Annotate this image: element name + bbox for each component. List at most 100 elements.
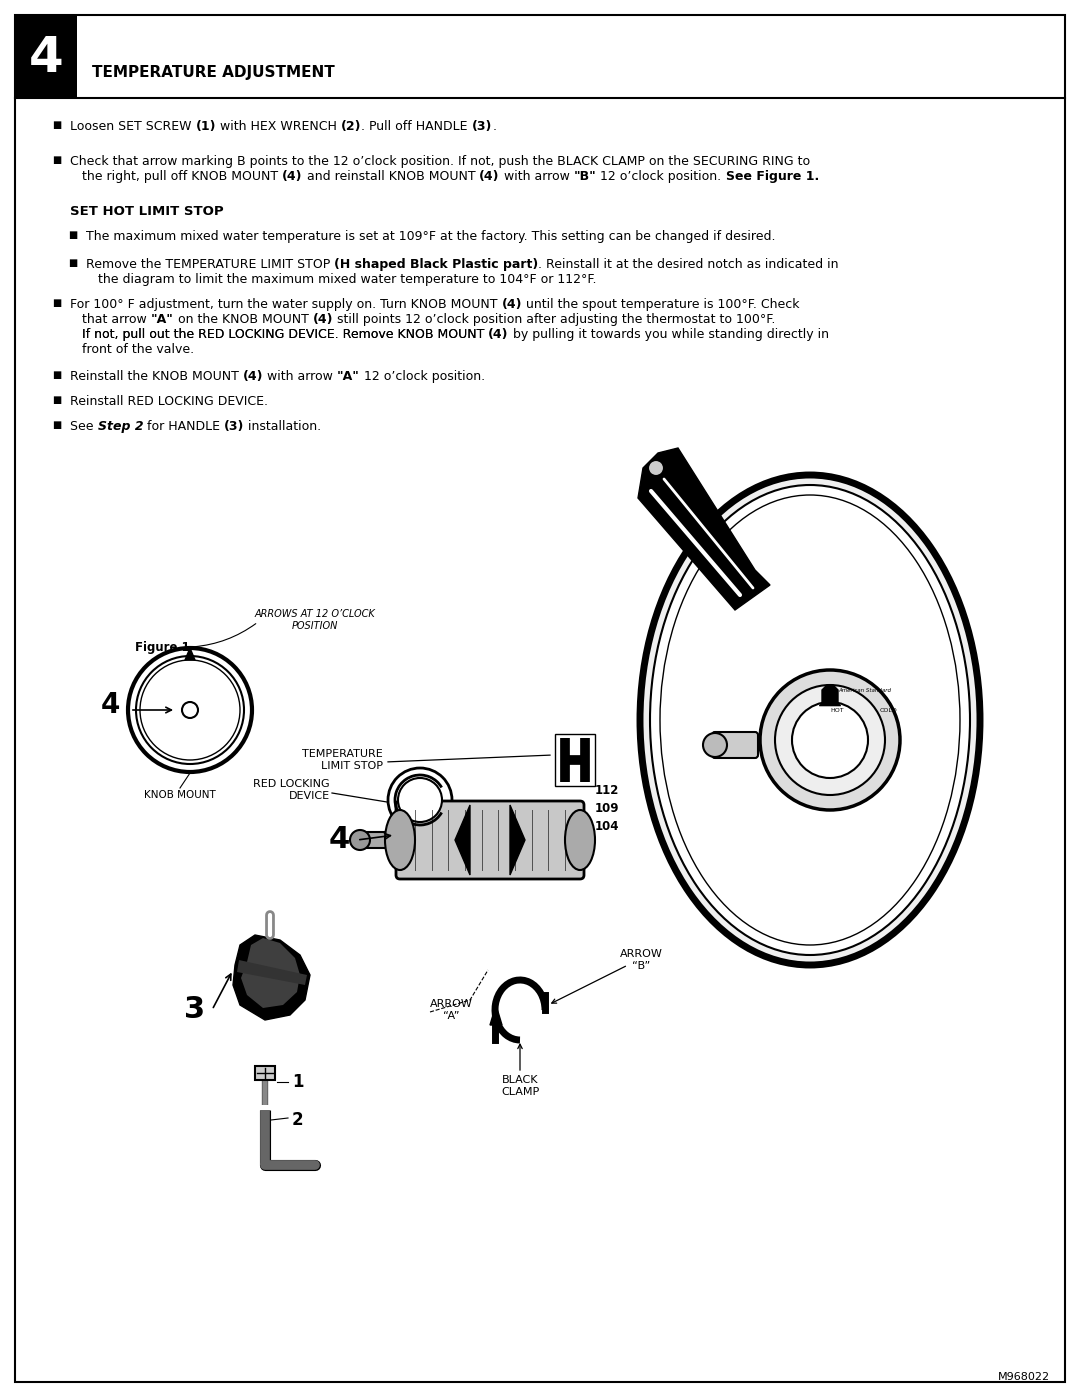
- Text: See: See: [70, 420, 97, 433]
- Text: still points 12 o’clock position after adjusting the thermostat to 100°F.: still points 12 o’clock position after a…: [333, 313, 775, 326]
- Text: See Figure 1.: See Figure 1.: [726, 170, 819, 183]
- Text: 1: 1: [292, 1073, 303, 1091]
- Text: 2: 2: [292, 1111, 303, 1129]
- Bar: [15, 15, 77, 96]
- Text: (4): (4): [312, 313, 333, 326]
- Ellipse shape: [384, 810, 415, 870]
- Polygon shape: [455, 805, 470, 875]
- FancyBboxPatch shape: [255, 1066, 275, 1080]
- Text: installation.: installation.: [244, 420, 322, 433]
- Text: Step 2: Step 2: [97, 420, 144, 433]
- Text: . Reinstall it at the desired notch as indicated in: . Reinstall it at the desired notch as i…: [539, 258, 839, 271]
- Text: 104: 104: [595, 820, 620, 833]
- Text: Loosen SET SCREW: Loosen SET SCREW: [70, 120, 195, 133]
- Text: COLD: COLD: [880, 707, 897, 712]
- Text: "B": "B": [573, 170, 596, 183]
- Text: ■: ■: [52, 395, 62, 405]
- Text: Remove the TEMPERATURE LIMIT STOP: Remove the TEMPERATURE LIMIT STOP: [86, 258, 334, 271]
- Circle shape: [129, 648, 252, 773]
- Text: (3): (3): [225, 420, 244, 433]
- Text: (H shaped Black Plastic part): (H shaped Black Plastic part): [334, 258, 539, 271]
- Polygon shape: [241, 937, 300, 1009]
- Text: (2): (2): [341, 120, 362, 133]
- FancyBboxPatch shape: [712, 732, 758, 759]
- Text: 109: 109: [595, 802, 620, 814]
- Text: (3): (3): [472, 120, 492, 133]
- Circle shape: [648, 460, 664, 476]
- Text: Figure 1: Figure 1: [135, 641, 190, 655]
- Text: . Pull off HANDLE: . Pull off HANDLE: [362, 120, 472, 133]
- Text: with arrow: with arrow: [264, 370, 337, 383]
- Circle shape: [350, 830, 370, 849]
- Ellipse shape: [565, 810, 595, 870]
- Circle shape: [792, 703, 868, 778]
- Polygon shape: [822, 685, 838, 703]
- Text: If not, pull out the RED LOCKING DEVICE. Remove KNOB MOUNT: If not, pull out the RED LOCKING DEVICE.…: [82, 328, 488, 341]
- Text: ARROWS AT 12 O’CLOCK
POSITION: ARROWS AT 12 O’CLOCK POSITION: [255, 609, 376, 631]
- Ellipse shape: [650, 485, 970, 956]
- Circle shape: [183, 703, 198, 718]
- Text: BLACK
CLAMP: BLACK CLAMP: [501, 1076, 539, 1097]
- Text: KNOB MOUNT: KNOB MOUNT: [144, 789, 216, 800]
- Text: ■: ■: [68, 231, 78, 240]
- Polygon shape: [185, 648, 195, 659]
- Text: .: .: [492, 120, 496, 133]
- Text: (4): (4): [501, 298, 522, 312]
- Text: (4): (4): [480, 170, 500, 183]
- Polygon shape: [237, 960, 307, 985]
- Text: the diagram to limit the maximum mixed water temperature to 104°F or 112°F.: the diagram to limit the maximum mixed w…: [98, 272, 596, 286]
- Ellipse shape: [640, 475, 980, 965]
- Text: RED LOCKING
DEVICE: RED LOCKING DEVICE: [254, 780, 330, 800]
- Polygon shape: [233, 935, 310, 1020]
- Text: ■: ■: [68, 258, 78, 268]
- Text: For 100° F adjustment, turn the water supply on. Turn KNOB MOUNT: For 100° F adjustment, turn the water su…: [70, 298, 501, 312]
- Text: on the KNOB MOUNT: on the KNOB MOUNT: [174, 313, 312, 326]
- Polygon shape: [510, 805, 525, 875]
- Text: TEMPERATURE
LIMIT STOP: TEMPERATURE LIMIT STOP: [302, 749, 383, 771]
- Ellipse shape: [660, 495, 960, 944]
- Text: American Standard: American Standard: [838, 687, 891, 693]
- Text: (4): (4): [243, 370, 264, 383]
- Text: for HANDLE: for HANDLE: [144, 420, 225, 433]
- Text: 4: 4: [29, 34, 64, 82]
- Text: (4): (4): [282, 170, 302, 183]
- Text: with arrow: with arrow: [500, 170, 573, 183]
- Text: ■: ■: [52, 420, 62, 430]
- Text: Reinstall RED LOCKING DEVICE.: Reinstall RED LOCKING DEVICE.: [70, 395, 268, 408]
- Circle shape: [388, 768, 453, 833]
- Text: M968022: M968022: [998, 1372, 1050, 1382]
- Text: "A": "A": [151, 313, 174, 326]
- Text: until the spout temperature is 100°F. Check: until the spout temperature is 100°F. Ch…: [522, 298, 799, 312]
- Text: ■: ■: [52, 298, 62, 307]
- Text: If not, pull out the RED LOCKING DEVICE. Remove KNOB MOUNT: If not, pull out the RED LOCKING DEVICE.…: [82, 328, 488, 341]
- Text: "A": "A": [337, 370, 360, 383]
- Text: by pulling it towards you while standing directly in: by pulling it towards you while standing…: [509, 328, 828, 341]
- Text: (1): (1): [195, 120, 216, 133]
- Text: 4: 4: [100, 692, 120, 719]
- Text: HOT: HOT: [831, 707, 843, 712]
- Polygon shape: [820, 698, 840, 705]
- Text: with HEX WRENCH: with HEX WRENCH: [216, 120, 341, 133]
- Text: (4): (4): [488, 328, 509, 341]
- Text: 112: 112: [595, 784, 619, 796]
- Circle shape: [775, 685, 885, 795]
- Text: 3: 3: [184, 996, 205, 1024]
- Circle shape: [140, 659, 240, 760]
- Text: SET HOT LIMIT STOP: SET HOT LIMIT STOP: [70, 205, 224, 218]
- Text: and reinstall KNOB MOUNT: and reinstall KNOB MOUNT: [302, 170, 480, 183]
- Text: 12 o’clock position.: 12 o’clock position.: [360, 370, 485, 383]
- Polygon shape: [638, 448, 770, 610]
- FancyBboxPatch shape: [396, 800, 584, 879]
- Text: 12 o’clock position.: 12 o’clock position.: [596, 170, 726, 183]
- Text: the right, pull off KNOB MOUNT: the right, pull off KNOB MOUNT: [82, 170, 282, 183]
- Text: The maximum mixed water temperature is set at 109°F at the factory. This setting: The maximum mixed water temperature is s…: [86, 231, 775, 243]
- Text: ARROW
“A”: ARROW “A”: [430, 999, 473, 1021]
- Text: TEMPERATURE ADJUSTMENT: TEMPERATURE ADJUSTMENT: [92, 64, 335, 80]
- Text: Reinstall the KNOB MOUNT: Reinstall the KNOB MOUNT: [70, 370, 243, 383]
- Text: that arrow: that arrow: [82, 313, 151, 326]
- Text: ■: ■: [52, 120, 62, 130]
- Text: 4: 4: [328, 826, 350, 855]
- Text: front of the valve.: front of the valve.: [82, 344, 194, 356]
- Text: ■: ■: [52, 155, 62, 165]
- Circle shape: [760, 671, 900, 810]
